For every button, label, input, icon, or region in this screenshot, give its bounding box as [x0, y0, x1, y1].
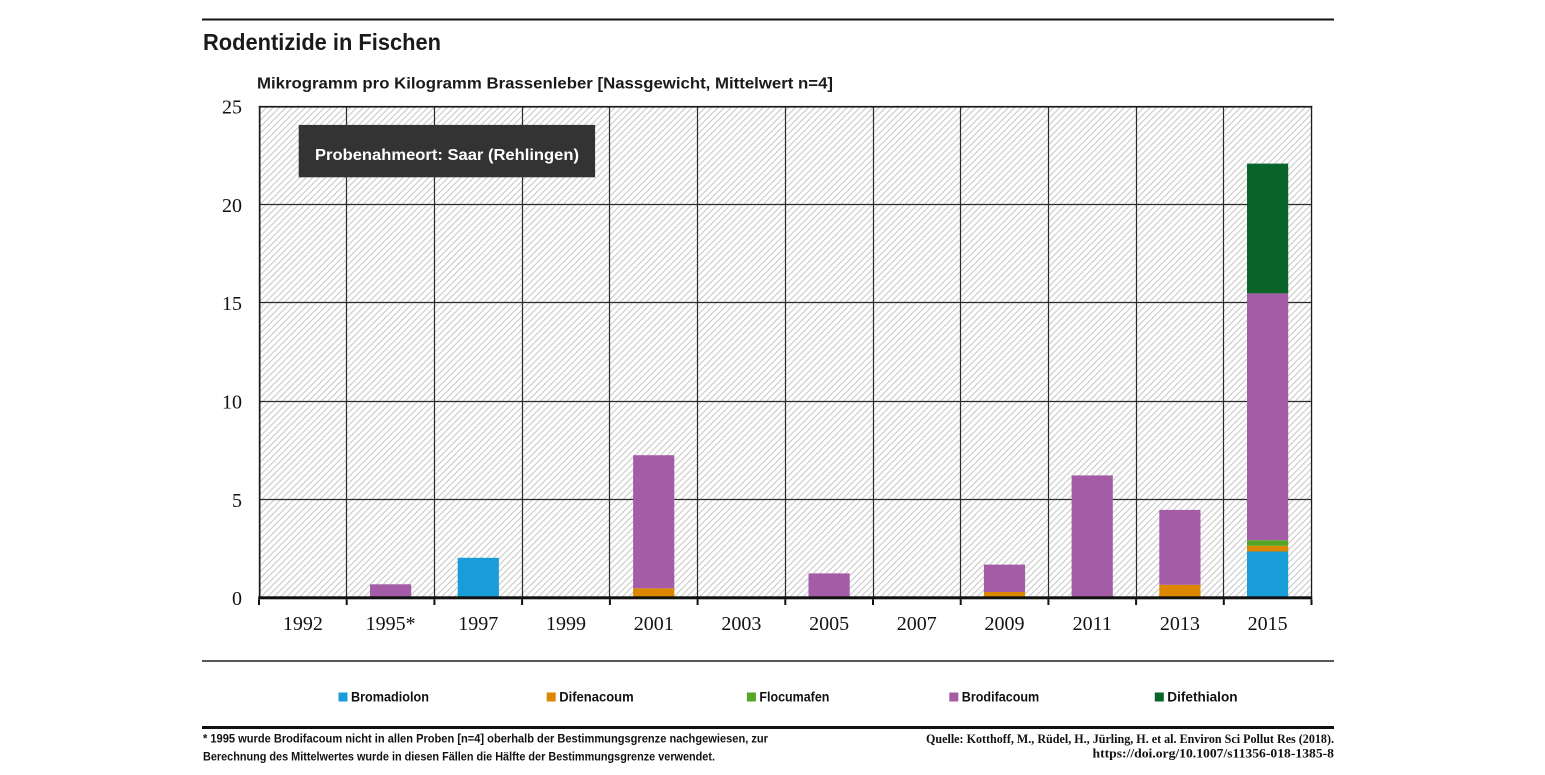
svg-text:Quelle: Kotthoff, M., Rüdel, H: Quelle: Kotthoff, M., Rüdel, H., Jürling… [926, 731, 1334, 746]
svg-text:1995*: 1995* [366, 613, 416, 635]
svg-text:1992: 1992 [283, 613, 323, 635]
svg-text:Flocumafen: Flocumafen [759, 689, 829, 705]
svg-text:0: 0 [232, 588, 242, 610]
svg-text:2013: 2013 [1160, 613, 1200, 635]
svg-text:https://doi.org/10.1007/s11356: https://doi.org/10.1007/s11356-018-1385-… [1093, 746, 1335, 761]
svg-text:Difethialon: Difethialon [1167, 689, 1237, 705]
svg-text:Bromadiolon: Bromadiolon [351, 689, 429, 705]
svg-text:Mikrogramm pro Kilogramm Brass: Mikrogramm pro Kilogramm Brassenleber [N… [257, 75, 833, 92]
svg-text:Brodifacoum: Brodifacoum [962, 689, 1039, 705]
svg-text:5: 5 [232, 490, 242, 512]
svg-text:Difenacoum: Difenacoum [559, 689, 634, 705]
svg-text:25: 25 [222, 96, 242, 118]
svg-text:2007: 2007 [897, 613, 937, 635]
svg-text:2015: 2015 [1248, 613, 1288, 635]
svg-text:15: 15 [222, 293, 242, 315]
svg-text:20: 20 [222, 195, 242, 217]
svg-text:2005: 2005 [809, 613, 849, 635]
svg-text:10: 10 [222, 392, 242, 414]
svg-text:2009: 2009 [985, 613, 1025, 635]
svg-text:1999: 1999 [546, 613, 586, 635]
svg-text:1997: 1997 [458, 613, 498, 635]
svg-text:2001: 2001 [634, 613, 674, 635]
svg-text:* 1995 wurde Brodifacoum nicht: * 1995 wurde Brodifacoum nicht in allen … [203, 731, 768, 745]
svg-text:Rodentizide in Fischen: Rodentizide in Fischen [203, 29, 441, 55]
svg-text:Berechnung des Mittelwertes wu: Berechnung des Mittelwertes wurde in die… [203, 750, 715, 764]
svg-text:2011: 2011 [1073, 613, 1112, 635]
svg-text:Probenahmeort: Saar (Rehlingen: Probenahmeort: Saar (Rehlingen) [315, 147, 579, 164]
svg-text:2003: 2003 [721, 613, 761, 635]
